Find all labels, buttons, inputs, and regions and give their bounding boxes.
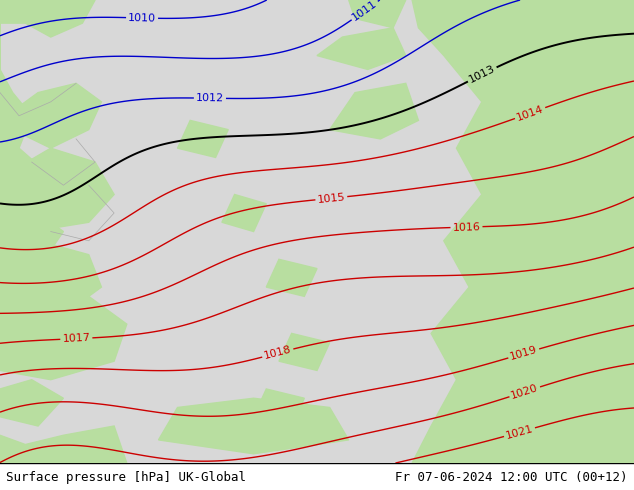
Text: 1010: 1010 bbox=[128, 13, 156, 24]
Polygon shape bbox=[412, 0, 634, 463]
Polygon shape bbox=[0, 380, 63, 426]
Polygon shape bbox=[317, 28, 406, 70]
Text: Fr 07-06-2024 12:00 UTC (00+12): Fr 07-06-2024 12:00 UTC (00+12) bbox=[395, 471, 628, 485]
Text: 1011: 1011 bbox=[351, 0, 379, 23]
Polygon shape bbox=[349, 0, 406, 28]
Polygon shape bbox=[13, 83, 101, 148]
Text: 1018: 1018 bbox=[263, 344, 293, 362]
Polygon shape bbox=[279, 333, 330, 370]
Polygon shape bbox=[330, 83, 418, 139]
Polygon shape bbox=[0, 426, 127, 463]
Polygon shape bbox=[222, 195, 266, 232]
Polygon shape bbox=[0, 0, 76, 361]
Text: 1021: 1021 bbox=[505, 423, 534, 441]
Polygon shape bbox=[0, 296, 127, 380]
Polygon shape bbox=[254, 389, 304, 426]
Polygon shape bbox=[178, 121, 228, 157]
Polygon shape bbox=[0, 148, 114, 232]
Polygon shape bbox=[0, 0, 95, 37]
Text: Surface pressure [hPa] UK-Global: Surface pressure [hPa] UK-Global bbox=[6, 471, 247, 485]
Text: 1017: 1017 bbox=[62, 333, 91, 344]
Polygon shape bbox=[266, 259, 317, 296]
Text: 1012: 1012 bbox=[196, 93, 224, 103]
Text: 1013: 1013 bbox=[467, 64, 497, 85]
Text: 1014: 1014 bbox=[515, 103, 545, 122]
Text: 1015: 1015 bbox=[317, 192, 346, 205]
Text: 1019: 1019 bbox=[509, 344, 539, 362]
Text: 1020: 1020 bbox=[510, 383, 540, 401]
Polygon shape bbox=[158, 398, 349, 454]
Polygon shape bbox=[0, 241, 101, 315]
Text: 1016: 1016 bbox=[452, 221, 481, 232]
